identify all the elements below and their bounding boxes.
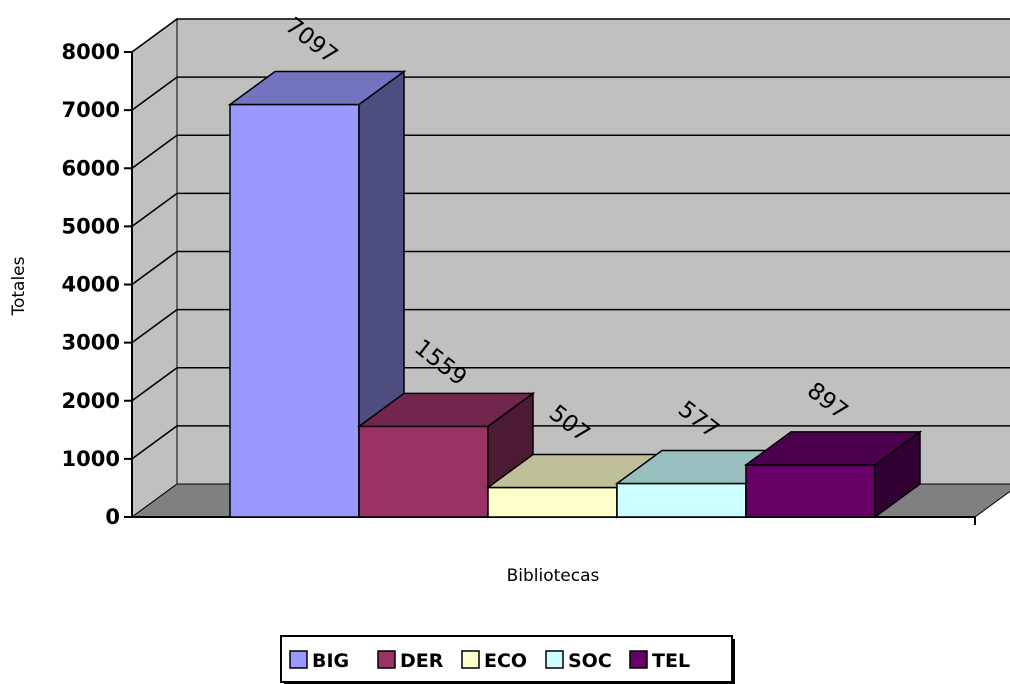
y-tick-label: 5000 — [62, 214, 120, 238]
y-tick-labels: 0 1000 2000 3000 4000 5000 6000 7000 8000 — [62, 40, 132, 529]
y-tick-label: 4000 — [62, 273, 120, 297]
y-tick-label: 0 — [105, 505, 120, 529]
legend-label-eco: ECO — [484, 650, 527, 672]
bars — [227, 70, 923, 519]
gridline — [131, 18, 1010, 53]
gridline — [131, 76, 1010, 111]
y-tick-label: 6000 — [62, 156, 120, 180]
legend: BIG DER ECO SOC TEL — [280, 635, 735, 684]
bar-eco — [485, 453, 665, 519]
y-axis-title: Totales — [9, 256, 29, 316]
x-axis-title: Bibliotecas — [507, 566, 600, 586]
legend-swatch-big — [289, 650, 308, 669]
y-tick-label: 1000 — [62, 447, 120, 471]
legend-swatch-der — [377, 650, 396, 669]
y-tick-label: 3000 — [62, 331, 120, 355]
legend-swatch-eco — [461, 650, 480, 669]
bar-top — [356, 392, 536, 428]
bar-top — [227, 70, 407, 106]
legend-swatch-soc — [545, 650, 564, 669]
legend-label-tel: TEL — [652, 650, 690, 672]
gridline — [131, 250, 1010, 286]
legend-label-big: BIG — [312, 650, 349, 672]
legend-label-soc: SOC — [568, 650, 612, 672]
bar-der — [356, 391, 536, 519]
y-tick-label: 7000 — [62, 98, 120, 122]
gridline — [131, 134, 1010, 169]
bar-front — [745, 464, 876, 518]
gridlines — [131, 18, 1010, 460]
y-tick-label: 8000 — [62, 40, 120, 64]
bar-front — [358, 425, 489, 518]
gridline — [131, 192, 1010, 228]
gridline — [131, 425, 1010, 460]
y-tick-label: 2000 — [62, 389, 120, 413]
legend-box — [280, 635, 733, 683]
bar-tel — [743, 430, 923, 519]
bar-front — [487, 486, 618, 518]
legend-swatch-tel — [629, 650, 648, 669]
legend-label-der: DER — [400, 650, 444, 672]
gridline — [131, 308, 1010, 344]
bar-top — [743, 431, 923, 466]
gridline — [131, 366, 1010, 402]
bar-front — [616, 482, 747, 518]
bar-front — [229, 103, 360, 518]
